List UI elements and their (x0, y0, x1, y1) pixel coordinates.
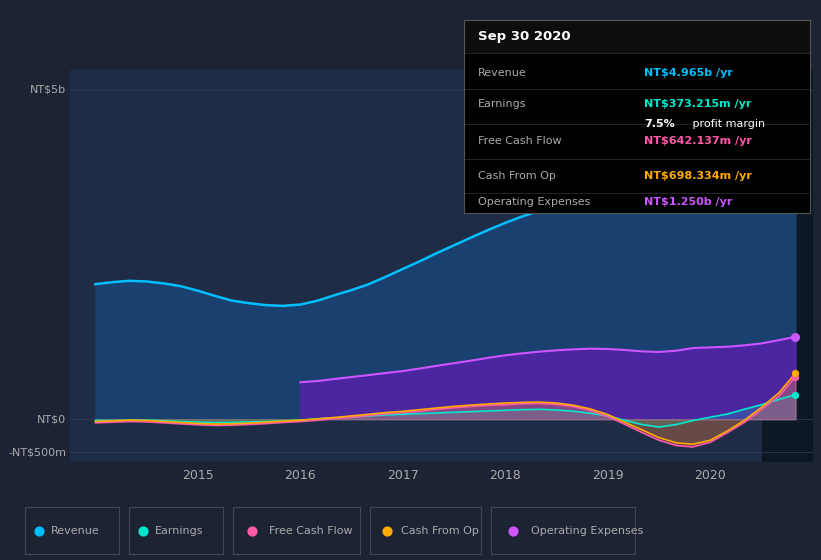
Text: Cash From Op: Cash From Op (401, 526, 479, 535)
Text: Revenue: Revenue (478, 68, 526, 78)
Text: Free Cash Flow: Free Cash Flow (268, 526, 352, 535)
Bar (762, 70, 813, 462)
Point (789, 87, 802, 96)
Point (136, 526, 149, 535)
Point (789, 372, 802, 381)
Point (506, 526, 519, 535)
Text: Earnings: Earnings (478, 99, 526, 109)
Text: NT$1.250b /yr: NT$1.250b /yr (644, 197, 732, 207)
Point (789, 332, 802, 341)
Point (245, 526, 259, 535)
Text: Sep 30 2020: Sep 30 2020 (478, 30, 571, 43)
Text: Operating Expenses: Operating Expenses (531, 526, 644, 535)
Text: Operating Expenses: Operating Expenses (478, 197, 590, 207)
Text: NT$698.334m /yr: NT$698.334m /yr (644, 171, 752, 181)
Text: NT$373.215m /yr: NT$373.215m /yr (644, 99, 751, 109)
Text: Earnings: Earnings (155, 526, 204, 535)
Text: -NT$500m: -NT$500m (8, 447, 66, 457)
Text: NT$5b: NT$5b (30, 85, 66, 95)
Point (789, 368, 802, 377)
Text: NT$4.965b /yr: NT$4.965b /yr (644, 68, 733, 78)
Point (380, 526, 393, 535)
Text: Free Cash Flow: Free Cash Flow (478, 136, 562, 146)
Bar (464, 20, 810, 53)
Text: profit margin: profit margin (689, 119, 765, 129)
Point (32, 526, 45, 535)
Text: Revenue: Revenue (51, 526, 100, 535)
Text: NT$642.137m /yr: NT$642.137m /yr (644, 136, 752, 146)
Text: Cash From Op: Cash From Op (478, 171, 556, 181)
Point (789, 390, 802, 399)
Text: 7.5%: 7.5% (644, 119, 675, 129)
Text: NT$0: NT$0 (37, 414, 66, 424)
